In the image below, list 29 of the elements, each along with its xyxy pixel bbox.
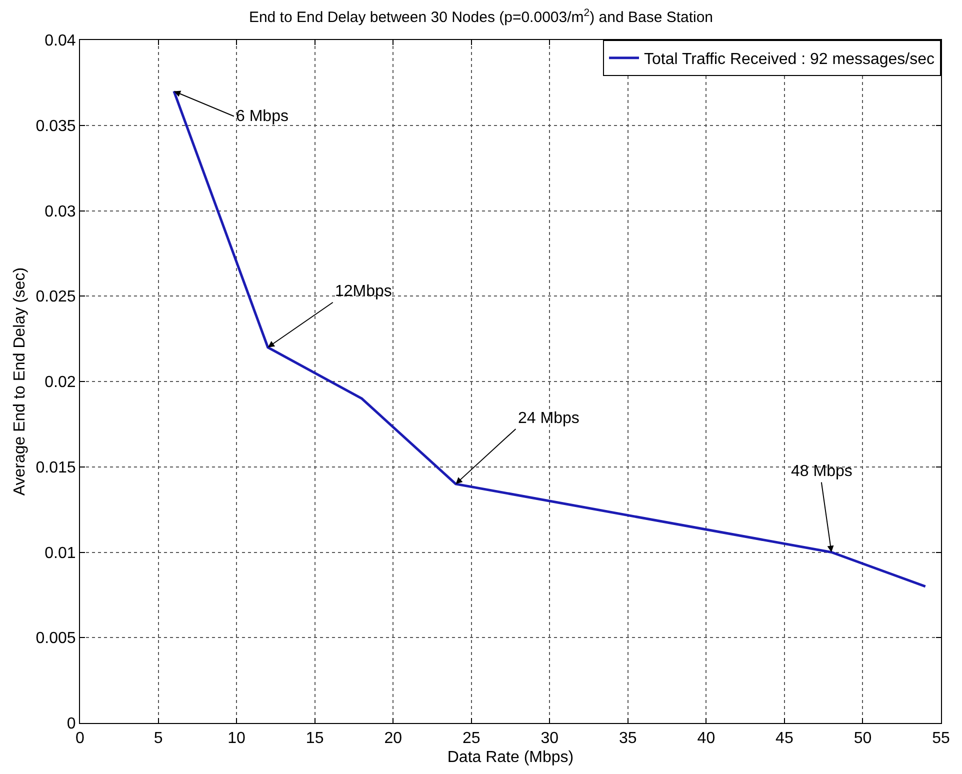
- y-tick-label: 0.025: [36, 288, 76, 306]
- legend-label: Total Traffic Received : 92 messages/sec: [644, 51, 935, 68]
- y-tick-label: 0.04: [44, 32, 76, 50]
- x-tick-label: 10: [228, 730, 246, 748]
- x-tick-label: 45: [776, 730, 794, 748]
- y-tick-label: 0.02: [44, 374, 76, 392]
- chart-title: End to End Delay between 30 Nodes (p=0.0003/m$^{2}$) and Base Station: [248, 6, 714, 26]
- x-tick-label: 40: [697, 730, 716, 748]
- x-tick-label: 30: [540, 730, 559, 748]
- y-tick-label: 0.01: [44, 544, 76, 562]
- annotation: 24 Mbps: [518, 410, 580, 427]
- y-tick-label: 0.015: [36, 459, 76, 476]
- x-tick-label: 25: [462, 730, 480, 748]
- y-tick-label: 0.03: [44, 203, 76, 220]
- annotation: 48 Mbps: [791, 463, 852, 480]
- line-series: [172, 90, 927, 588]
- y-axis-title: Average End to End Delay (sec): [12, 267, 29, 496]
- annotation: 12Mbps: [335, 283, 392, 300]
- x-tick-label: 20: [384, 730, 402, 748]
- y-tick-label: 0.005: [36, 630, 76, 648]
- x-tick-label: 5: [154, 730, 163, 748]
- x-tick-label: 15: [306, 730, 324, 748]
- y-tick-label: 0: [66, 716, 76, 733]
- annotation: 6 Mbps: [236, 108, 288, 125]
- x-tick-label: 55: [932, 730, 950, 748]
- x-tick-label: 50: [854, 730, 872, 748]
- x-axis-title: Data Rate (Mbps): [447, 748, 574, 766]
- x-tick-label: 35: [619, 730, 637, 748]
- y-tick-label: 0.035: [36, 118, 76, 135]
